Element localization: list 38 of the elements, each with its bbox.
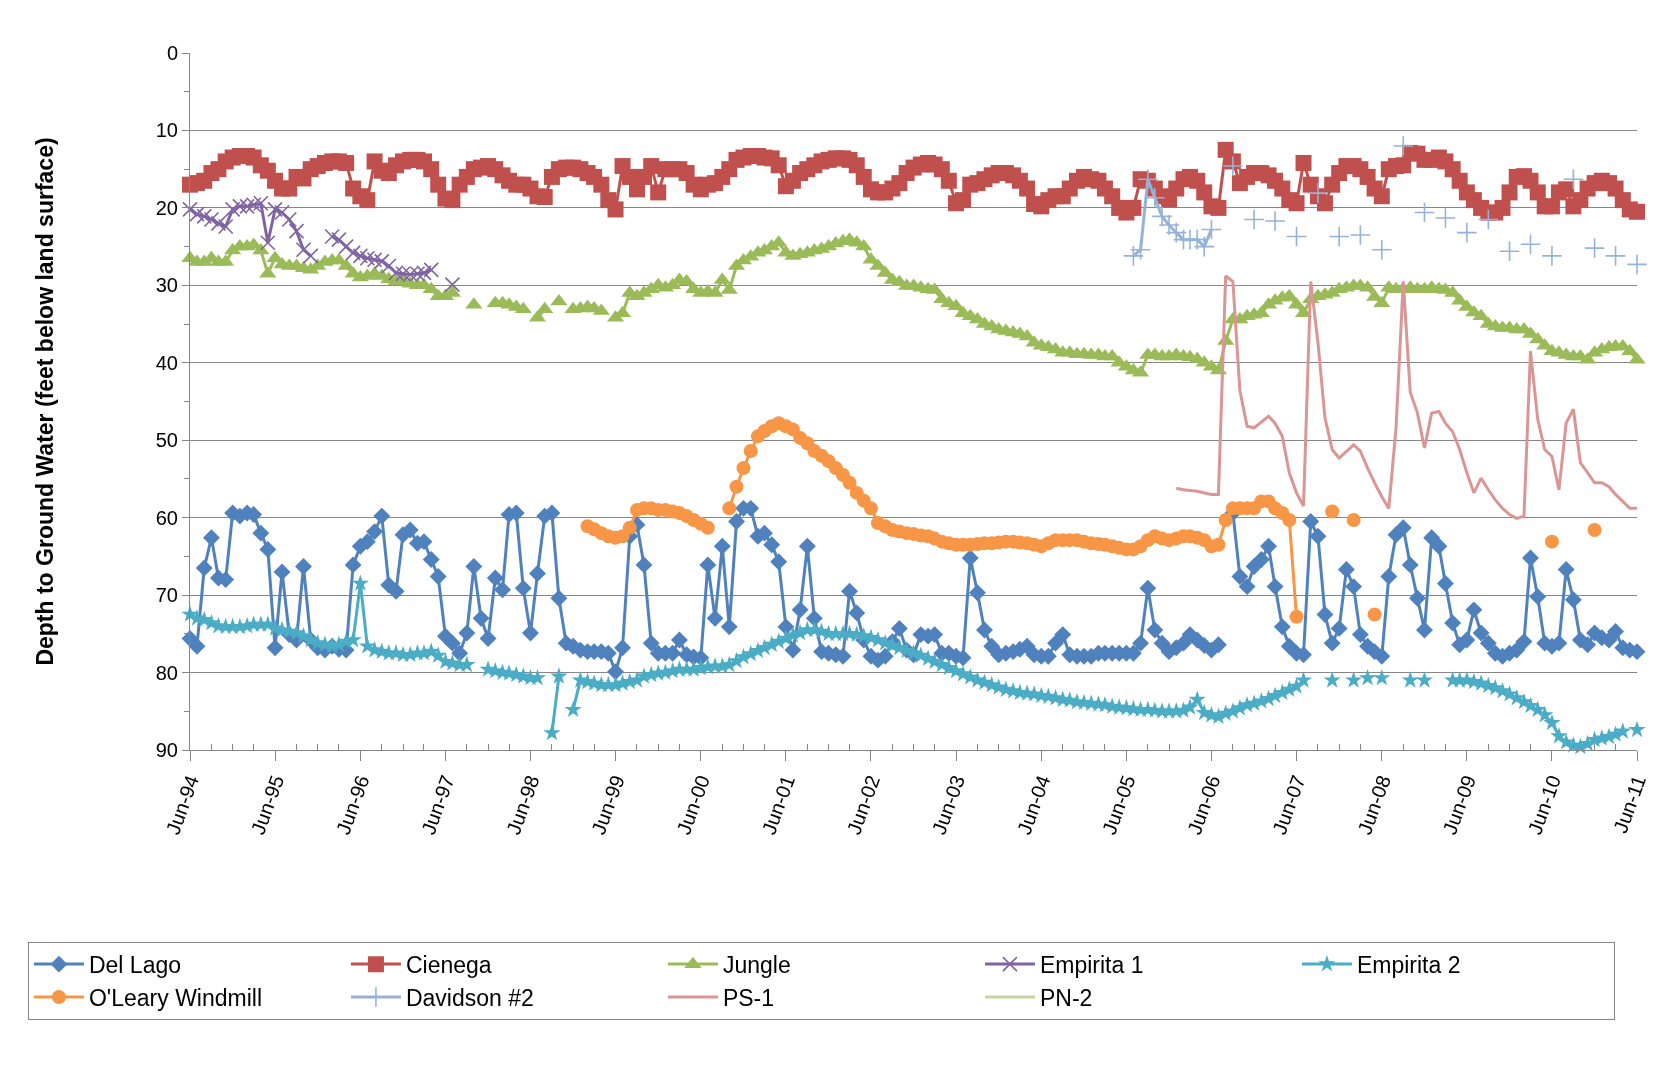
legend-label: Empirita 1 [1039, 952, 1144, 979]
legend-label: Jungle [722, 952, 791, 979]
legend-label: PS-1 [722, 984, 775, 1011]
y-tick-label: 40 [155, 351, 178, 374]
x-tick-label: Jun-08 [1353, 772, 1395, 838]
y-tick-label: 80 [155, 661, 178, 684]
x-tick-label: Jun-95 [246, 772, 289, 838]
y-tick-label: 60 [155, 506, 178, 529]
legend-label: O'Leary Windmill [88, 984, 263, 1011]
legend-label: PN-2 [1039, 984, 1093, 1011]
y-tick-label: 20 [155, 196, 178, 219]
x-tick-label: Jun-09 [1438, 772, 1481, 838]
legend-label: Davidson #2 [405, 984, 534, 1011]
x-tick-label: Jun-96 [331, 772, 374, 838]
x-tick-label: Jun-01 [757, 772, 800, 838]
y-tick-label: 0 [166, 42, 178, 64]
y-tick-label: 10 [155, 119, 178, 142]
x-tick-label: Jun-04 [1012, 772, 1055, 838]
y-axis-title: Depth to Ground Water (feet below land surface) [32, 137, 59, 666]
legend-label: Del Lago [88, 952, 182, 979]
y-tick-label: 50 [155, 429, 178, 452]
x-tick-label: Jun-03 [927, 772, 970, 838]
y-tick-label: 90 [155, 739, 178, 761]
x-tick-label: Jun-11 [1609, 772, 1651, 836]
x-tick-label: Jun-10 [1523, 772, 1566, 838]
x-tick-label: Jun-00 [672, 772, 714, 838]
x-tick-label: Jun-02 [842, 772, 885, 838]
x-tick-label: Jun-07 [1268, 772, 1310, 838]
legend-label: Cienega [405, 952, 492, 979]
x-tick-label: Jun-99 [587, 772, 629, 838]
y-tick-label: 30 [155, 274, 178, 297]
x-tick-label: Jun-06 [1183, 772, 1225, 838]
x-tick-label: Jun-97 [416, 772, 459, 838]
x-tick-label: Jun-98 [502, 772, 544, 838]
x-tick-label: Jun-94 [161, 772, 204, 838]
x-tick-label: Jun-05 [1097, 772, 1140, 838]
legend-label: Empirita 2 [1356, 952, 1461, 979]
y-tick-label: 70 [155, 584, 178, 607]
